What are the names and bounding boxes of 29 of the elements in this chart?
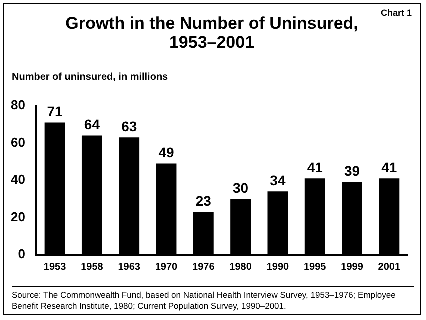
caption: Chart 1 [380, 8, 412, 18]
y-axis-title: Number of uninsured, in millions [12, 72, 168, 83]
x-tick-label: 2001 [378, 262, 401, 273]
x-tick-label: 1995 [304, 262, 327, 273]
data-label: 39 [344, 163, 360, 180]
data-label: 41 [382, 159, 398, 176]
data-label: 71 [47, 104, 64, 120]
data-label: 23 [196, 193, 212, 210]
data-label: 34 [270, 172, 286, 189]
data-label: 64 [84, 116, 100, 133]
data-label: 30 [233, 180, 249, 196]
x-tick-label: 1999 [341, 262, 364, 273]
y-tick-label: 80 [10, 98, 26, 113]
x-tick-label: 1976 [192, 262, 216, 273]
x-tick-label: 1990 [266, 262, 290, 273]
x-tick-label: 1963 [118, 262, 141, 273]
y-tick-label: 0 [18, 246, 26, 262]
y-tick-label: 60 [10, 134, 26, 150]
x-tick-label: 1970 [155, 262, 178, 273]
x-tick-label: 1980 [230, 262, 252, 273]
chart-title: Growth in the Number of Uninsured, 1953–2001 [66, 14, 358, 52]
data-label: 49 [158, 144, 174, 161]
y-tick-label: 20 [10, 209, 26, 224]
data-label: 63 [122, 118, 138, 135]
x-tick-label: 1953 [44, 262, 67, 273]
data-label: 41 [307, 159, 324, 176]
source-note: Source: The Commonwealth Fund, based on National Health Interview Survey, 1953–1976; Employee Benefit Research Institute, 1980; Current Population Survey, 1990–2001. [12, 286, 414, 312]
x-tick-label: 1958 [81, 262, 104, 273]
y-tick-label: 40 [10, 172, 26, 188]
